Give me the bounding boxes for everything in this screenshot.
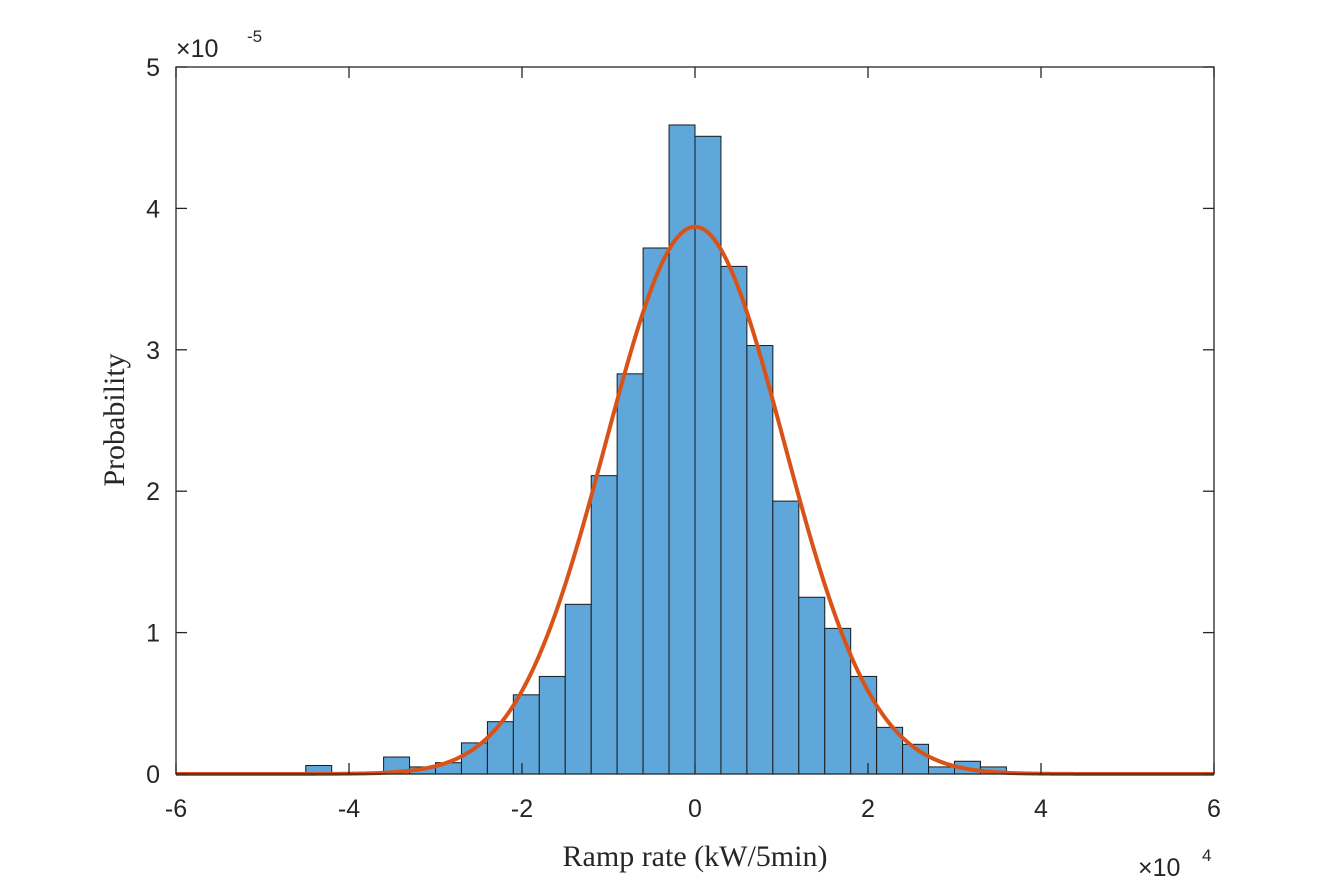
histogram-bar	[668, 124, 696, 775]
histogram-bar	[772, 500, 800, 775]
x-tick-label: -6	[165, 795, 187, 823]
x-tick-label: 2	[861, 795, 875, 823]
y-axis-title: Probability	[98, 353, 131, 486]
y-tick-label: 5	[146, 54, 160, 82]
y-tick-label: 3	[146, 337, 160, 365]
y-tick-label: 2	[146, 478, 160, 506]
svg-text:×10: ×10	[176, 35, 218, 63]
x-tick-label: 6	[1207, 795, 1221, 823]
x-exponent-label: ×10 4	[1138, 846, 1211, 882]
y-axis-ticks: 0 1 2 3 4 5	[146, 54, 1214, 789]
svg-text:-5: -5	[247, 27, 262, 46]
x-tick-label: 4	[1034, 795, 1048, 823]
histogram-bar	[616, 373, 644, 775]
x-axis-title: Ramp rate (kW/5min)	[563, 840, 828, 873]
x-tick-label: -4	[338, 795, 360, 823]
x-axis-ticks: -6 -4 -2 0 2 4 6	[165, 67, 1221, 823]
histogram-bar	[538, 675, 566, 775]
histogram-bar	[642, 247, 670, 775]
x-tick-label: 0	[688, 795, 702, 823]
histogram-bar	[824, 627, 852, 775]
y-tick-label: 1	[146, 620, 160, 648]
x-tick-label: -2	[511, 795, 533, 823]
histogram-bar	[746, 345, 774, 775]
histogram-bar	[512, 694, 540, 775]
histogram-bar	[850, 675, 878, 775]
histogram-bar	[720, 265, 748, 775]
y-tick-label: 0	[146, 761, 160, 789]
histogram-bar	[798, 596, 826, 775]
histogram-bar	[564, 603, 592, 775]
svg-text:×10: ×10	[1138, 854, 1180, 882]
histogram-bar	[486, 721, 514, 775]
histogram-bar	[590, 475, 618, 775]
histogram-bar	[928, 766, 955, 775]
svg-text:4: 4	[1202, 846, 1211, 865]
y-exponent-label: ×10 -5	[176, 27, 262, 63]
y-tick-label: 4	[146, 195, 160, 223]
